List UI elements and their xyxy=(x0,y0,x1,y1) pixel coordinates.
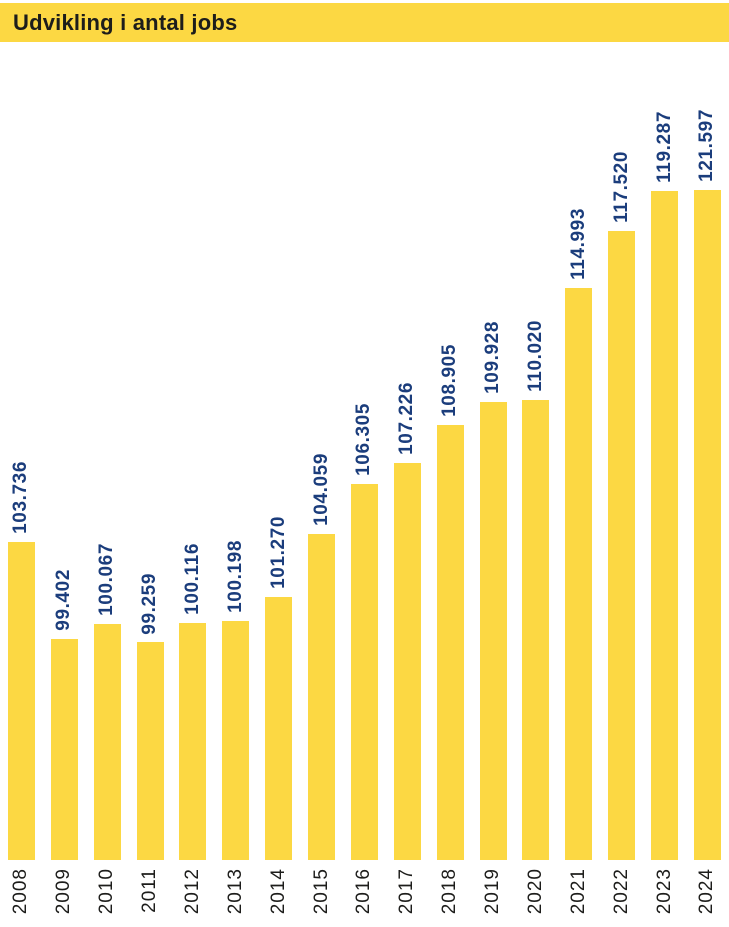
x-tick-2009: 2009 xyxy=(53,868,75,915)
x-tick-cell-2022: 2022 xyxy=(600,868,643,914)
x-tick-cell-2008: 2008 xyxy=(0,868,43,914)
value-label-2010: 100.067 xyxy=(96,543,118,617)
bar-column-2008: 103.736 xyxy=(0,42,43,860)
bar-column-2010: 100.067 xyxy=(86,42,129,860)
x-tick-cell-2014: 2014 xyxy=(257,868,300,914)
bar-2015 xyxy=(308,534,336,860)
bar-chart-plot-area: 103.736 99.402 100.067 99.259 100.116 100.198… xyxy=(0,42,729,860)
value-label-2012: 100.116 xyxy=(181,543,203,616)
x-tick-cell-2024: 2024 xyxy=(686,868,729,914)
x-tick-2011: 2011 xyxy=(139,868,161,913)
x-tick-cell-2010: 2010 xyxy=(86,868,129,914)
chart-header-band: Udvikling i antal jobs xyxy=(0,3,729,42)
bar-column-2024: 121.597 xyxy=(686,42,729,860)
bar-column-2017: 107.226 xyxy=(386,42,429,860)
x-tick-cell-2015: 2015 xyxy=(300,868,343,914)
bar-column-2022: 117.520 xyxy=(600,42,643,860)
bar-column-2015: 104.059 xyxy=(300,42,343,860)
bar-2019 xyxy=(479,402,507,860)
value-label-2017: 107.226 xyxy=(396,382,418,455)
bar-2022 xyxy=(608,231,636,860)
bar-column-2021: 114.993 xyxy=(557,42,600,860)
bar-column-2018: 108.905 xyxy=(429,42,472,860)
x-tick-cell-2011: 2011 xyxy=(129,868,172,914)
value-label-2015: 104.059 xyxy=(310,453,332,527)
x-tick-cell-2019: 2019 xyxy=(472,868,515,914)
value-label-2023: 119.287 xyxy=(653,111,675,184)
bar-column-2014: 101.270 xyxy=(257,42,300,860)
x-tick-cell-2016: 2016 xyxy=(343,868,386,914)
value-label-2024: 121.597 xyxy=(696,109,718,182)
bar-column-2023: 119.287 xyxy=(643,42,686,860)
x-tick-cell-2020: 2020 xyxy=(515,868,558,914)
value-label-2014: 101.270 xyxy=(267,516,289,590)
value-label-2022: 117.520 xyxy=(610,151,632,223)
bar-2016 xyxy=(350,483,378,860)
bar-column-2016: 106.305 xyxy=(343,42,386,860)
value-label-2008: 103.736 xyxy=(10,460,32,534)
bar-column-2020: 110.020 xyxy=(515,42,558,860)
x-tick-2020: 2020 xyxy=(524,868,546,915)
x-tick-cell-2023: 2023 xyxy=(643,868,686,914)
x-tick-cell-2013: 2013 xyxy=(214,868,257,914)
x-tick-cell-2009: 2009 xyxy=(43,868,86,914)
x-tick-2008: 2008 xyxy=(10,868,32,915)
x-tick-cell-2012: 2012 xyxy=(172,868,215,914)
x-tick-2021: 2021 xyxy=(567,868,589,915)
bar-2009 xyxy=(50,639,78,860)
bar-2023 xyxy=(651,191,679,860)
x-tick-2022: 2022 xyxy=(610,868,632,915)
value-label-2020: 110.020 xyxy=(524,320,546,392)
chart-title: Udvikling i antal jobs xyxy=(13,9,238,35)
x-tick-2019: 2019 xyxy=(482,868,504,915)
value-label-2011: 99.259 xyxy=(139,572,161,635)
x-tick-2016: 2016 xyxy=(353,868,375,915)
value-label-2016: 106.305 xyxy=(353,402,375,476)
bar-2011 xyxy=(136,642,164,860)
value-label-2018: 108.905 xyxy=(439,344,461,418)
bar-2020 xyxy=(522,399,550,860)
x-tick-2010: 2010 xyxy=(96,868,118,915)
bar-column-2009: 99.402 xyxy=(43,42,86,860)
bar-2018 xyxy=(436,425,464,860)
x-tick-2015: 2015 xyxy=(310,868,332,915)
x-axis-tick-row: 2008 2009 2010 2011 2012 2013 2014 2015 2016 2017… xyxy=(0,868,729,914)
x-tick-cell-2017: 2017 xyxy=(386,868,429,914)
x-tick-2014: 2014 xyxy=(267,868,289,915)
bar-2021 xyxy=(565,287,593,860)
x-tick-2023: 2023 xyxy=(653,868,675,915)
value-label-2019: 109.928 xyxy=(482,321,504,394)
x-tick-2012: 2012 xyxy=(181,868,203,915)
bar-2013 xyxy=(222,621,250,860)
x-tick-cell-2018: 2018 xyxy=(429,868,472,914)
bar-column-2013: 100.198 xyxy=(214,42,257,860)
x-tick-2024: 2024 xyxy=(696,868,718,915)
bar-column-2011: 99.259 xyxy=(129,42,172,860)
x-tick-cell-2021: 2021 xyxy=(557,868,600,914)
x-tick-2013: 2013 xyxy=(224,868,246,915)
value-label-2013: 100.198 xyxy=(224,540,246,614)
bar-2014 xyxy=(265,597,293,860)
x-tick-2018: 2018 xyxy=(439,868,461,915)
bar-2008 xyxy=(7,541,35,860)
value-label-2021: 114.993 xyxy=(567,208,589,280)
bar-2017 xyxy=(393,462,421,860)
bar-column-2012: 100.116 xyxy=(172,42,215,860)
bar-2012 xyxy=(179,623,207,860)
bar-column-2019: 109.928 xyxy=(472,42,515,860)
bar-2010 xyxy=(93,624,121,860)
bar-2024 xyxy=(693,190,721,860)
value-label-2009: 99.402 xyxy=(53,569,75,632)
x-tick-2017: 2017 xyxy=(396,868,418,915)
